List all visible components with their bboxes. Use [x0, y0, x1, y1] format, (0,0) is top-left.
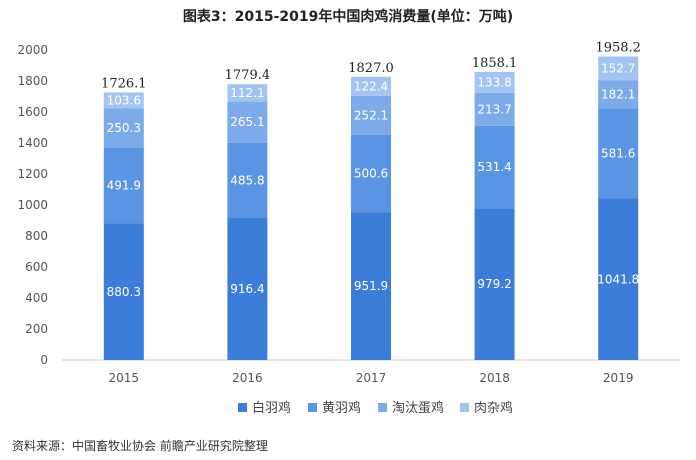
y-tick-label: 1400 [17, 136, 48, 150]
bar-segment-label: 951.9 [354, 279, 388, 293]
bar-segment-label: 252.1 [354, 108, 388, 122]
bar-segment-label: 152.7 [601, 61, 635, 75]
y-tick-label: 200 [25, 322, 48, 336]
source-note: 资料来源：中国畜牧业协会 前瞻产业研究院整理 [12, 439, 268, 453]
bar-total-label: 1779.4 [225, 68, 271, 83]
bar-segment-label: 581.6 [601, 146, 635, 160]
bar-segment [598, 108, 639, 199]
y-tick-label: 1200 [17, 167, 48, 181]
y-tick-label: 1600 [17, 105, 48, 119]
legend-swatch [378, 403, 387, 412]
bar-segment-label: 112.1 [230, 86, 264, 100]
bar-segment [103, 92, 144, 109]
bar-segment-label: 500.6 [354, 167, 388, 181]
bar-segment-label: 122.4 [354, 79, 388, 93]
x-tick-label: 2015 [109, 371, 140, 385]
bar-segment [103, 223, 144, 360]
x-tick-label: 2018 [479, 371, 510, 385]
bar-segment-label: 213.7 [477, 102, 511, 116]
bar-segment [598, 56, 639, 81]
bar-segment-label: 1041.8 [597, 272, 639, 286]
y-tick-label: 800 [25, 229, 48, 243]
bar-segment [227, 84, 268, 102]
x-tick-label: 2016 [232, 371, 263, 385]
y-tick-label: 0 [40, 353, 48, 367]
bar-segment-label: 103.6 [107, 93, 141, 107]
bar-segment-label: 133.8 [477, 75, 511, 89]
bar-segment [598, 198, 639, 360]
bar-total-label: 1827.0 [348, 61, 394, 76]
x-tick-label: 2017 [356, 371, 387, 385]
y-axis: 0 200 400 600 800 1000 1200 1400 1600 1800 2000 [17, 43, 48, 367]
bar-segment [351, 134, 391, 213]
bar-segment [351, 95, 391, 135]
bar-total-label: 1958.2 [595, 40, 641, 55]
bar-segment [474, 71, 515, 93]
bar-segment [227, 101, 268, 143]
bar-segment-label: 250.3 [107, 121, 141, 135]
y-tick-label: 400 [25, 291, 48, 305]
bar-segment-label: 531.4 [477, 160, 511, 174]
y-tick-label: 1000 [17, 198, 48, 212]
legend-label: 黄羽鸡 [322, 400, 361, 416]
bar-segment [103, 147, 144, 224]
chart-title: 图表3：2015-2019年中国肉鸡消费量(单位：万吨) [182, 9, 514, 25]
bar-segment [227, 142, 268, 218]
bar-total-label: 1858.1 [472, 56, 518, 71]
bar-segment-label: 979.2 [477, 277, 511, 291]
x-tick-label: 2019 [603, 371, 634, 385]
x-axis: 2015 2016 2017 2018 2019 [62, 359, 680, 385]
y-tick-label: 1800 [17, 74, 48, 88]
legend-swatch [238, 403, 247, 412]
legend-swatch [308, 403, 317, 412]
legend-swatch [460, 403, 469, 412]
legend-label: 白羽鸡 [252, 400, 291, 416]
bar-segment-label: 491.9 [107, 178, 141, 192]
y-tick-label: 600 [25, 260, 48, 274]
y-tick-label: 2000 [17, 43, 48, 57]
bar-segment [351, 76, 391, 96]
bar-segment-label: 880.3 [107, 285, 141, 299]
bar-segment [474, 208, 515, 360]
bar-segment-label: 182.1 [601, 87, 635, 101]
bar-total-label: 1726.1 [101, 76, 147, 91]
bar-segment [103, 108, 144, 148]
bar-segment-label: 485.8 [230, 173, 264, 187]
bar-segment [474, 92, 515, 126]
bar-segment [474, 125, 515, 209]
bar-segment-label: 916.4 [230, 282, 264, 296]
bar-segment [351, 212, 391, 360]
legend: 白羽鸡 黄羽鸡 淘汰蛋鸡 肉杂鸡 [238, 400, 513, 416]
bars-group: 880.3 491.9 250.3 103.6 1726.1 916.4 485.8 265.… [101, 40, 641, 360]
bar-segment [227, 217, 268, 360]
legend-label: 淘汰蛋鸡 [392, 400, 444, 416]
bar-segment-label: 265.1 [230, 115, 264, 129]
legend-label: 肉杂鸡 [474, 400, 513, 416]
bar-segment [598, 80, 639, 109]
